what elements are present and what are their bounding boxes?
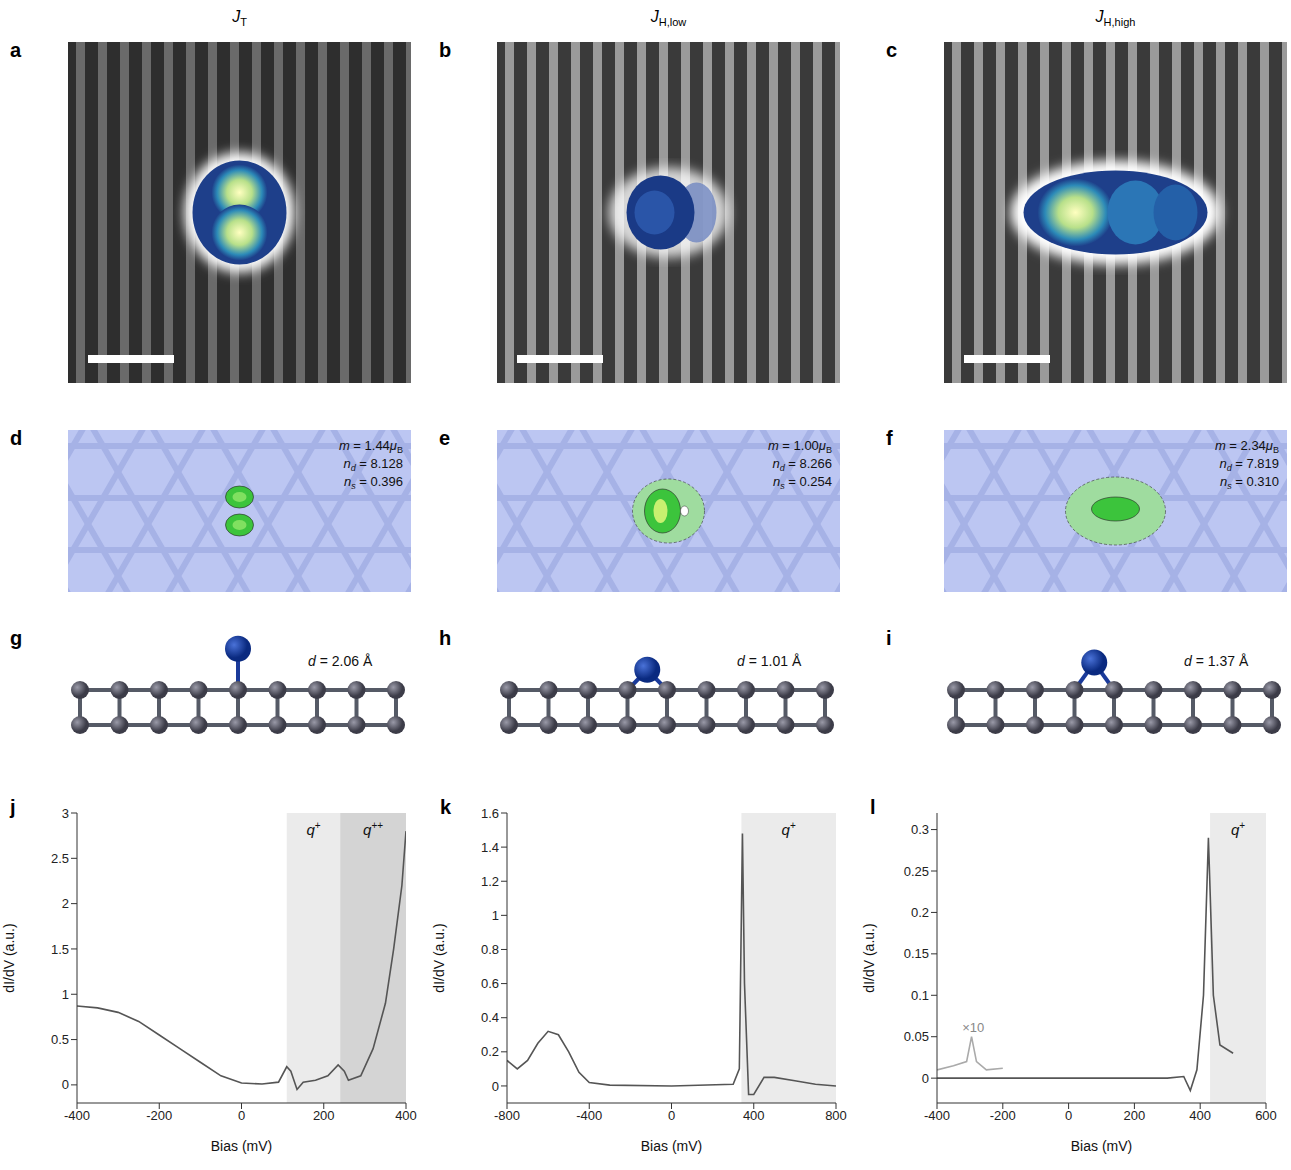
svg-text:m = 1.44μB: m = 1.44μB [339,438,403,455]
svg-text:-200: -200 [990,1108,1016,1123]
svg-text:Bias (mV): Bias (mV) [211,1138,272,1154]
svg-text:d = 1.01 Å: d = 1.01 Å [737,653,802,669]
svg-text:400: 400 [395,1108,417,1123]
svg-text:1.5: 1.5 [51,942,69,957]
svg-text:m = 1.00μB: m = 1.00μB [768,438,832,455]
svg-text:d = 1.37 Å: d = 1.37 Å [1184,653,1249,669]
svg-text:0.05: 0.05 [904,1029,929,1044]
html-text:j: j [10,796,16,818]
html-text:a: a [10,39,22,61]
svg-text:0: 0 [668,1108,675,1123]
svg-text:0.15: 0.15 [904,946,929,961]
svg-text:0: 0 [492,1079,499,1094]
svg-text:0.2: 0.2 [481,1044,499,1059]
svg-text:d = 2.06 Å: d = 2.06 Å [308,653,373,669]
svg-text:600: 600 [1255,1108,1277,1123]
svg-text:q+: q+ [306,820,320,838]
html-text:JH,high: JH,high [1095,8,1136,29]
svg-text:2: 2 [62,896,69,911]
svg-text:-200: -200 [146,1108,172,1123]
svg-text:200: 200 [313,1108,335,1123]
svg-text:Bias (mV): Bias (mV) [641,1138,702,1154]
html-text:f: f [886,427,893,449]
svg-text:200: 200 [1124,1108,1146,1123]
svg-text:nd = 7.819: nd = 7.819 [1219,456,1279,473]
svg-text:Bias (mV): Bias (mV) [1071,1138,1132,1154]
svg-text:0.5: 0.5 [51,1032,69,1047]
svg-text:3: 3 [62,806,69,821]
svg-text:0: 0 [62,1077,69,1092]
svg-text:-800: -800 [494,1108,520,1123]
svg-text:q+: q+ [1231,820,1245,838]
html-text:h: h [439,627,452,649]
svg-text:0: 0 [922,1071,929,1086]
svg-text:q+: q+ [782,820,796,838]
svg-text:1.2: 1.2 [481,874,499,889]
svg-text:800: 800 [825,1108,847,1123]
svg-text:0.25: 0.25 [904,864,929,879]
html-text:e: e [439,427,451,449]
html-text:k: k [440,796,452,818]
svg-text:-400: -400 [924,1108,950,1123]
svg-text:ns = 0.396: ns = 0.396 [344,474,403,491]
svg-text:q++: q++ [363,820,383,838]
svg-text:-400: -400 [64,1108,90,1123]
html-text:b: b [439,39,452,61]
html-text:g: g [10,627,23,649]
svg-text:400: 400 [743,1108,765,1123]
html-text:c: c [886,39,898,61]
svg-text:0.8: 0.8 [481,942,499,957]
svg-text:0: 0 [238,1108,245,1123]
svg-text:dI/dV (a.u.): dI/dV (a.u.) [1,923,17,992]
svg-text:×10: ×10 [962,1020,984,1035]
html-text:i: i [886,627,892,649]
svg-text:dI/dV (a.u.): dI/dV (a.u.) [861,923,877,992]
svg-text:nd = 8.128: nd = 8.128 [343,456,403,473]
svg-text:nd = 8.266: nd = 8.266 [772,456,832,473]
html-text:JH,low: JH,low [650,8,687,29]
svg-text:m = 2.34μB: m = 2.34μB [1215,438,1279,455]
svg-text:1.6: 1.6 [481,806,499,821]
svg-text:0.1: 0.1 [911,988,929,1003]
svg-text:1: 1 [62,987,69,1002]
html-text:d: d [10,427,23,449]
svg-text:ns = 0.254: ns = 0.254 [773,474,832,491]
html-text:JT: JT [232,8,247,29]
svg-text:0.2: 0.2 [911,905,929,920]
svg-text:0.6: 0.6 [481,976,499,991]
svg-text:0.3: 0.3 [911,822,929,837]
svg-text:2.5: 2.5 [51,851,69,866]
svg-text:0.4: 0.4 [481,1010,499,1025]
svg-text:-400: -400 [576,1108,602,1123]
html-text:l: l [870,796,876,818]
svg-text:0: 0 [1065,1108,1072,1123]
svg-text:ns = 0.310: ns = 0.310 [1220,474,1279,491]
svg-text:dI/dV (a.u.): dI/dV (a.u.) [431,923,447,992]
svg-text:1: 1 [492,908,499,923]
svg-text:1.4: 1.4 [481,840,499,855]
svg-text:400: 400 [1189,1108,1211,1123]
